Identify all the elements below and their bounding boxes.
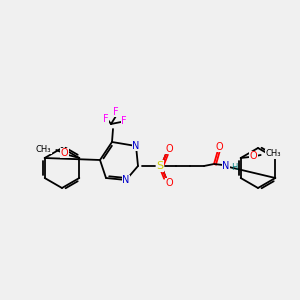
Text: CH₃: CH₃ <box>36 145 51 154</box>
Text: F: F <box>103 114 109 124</box>
Text: N: N <box>222 161 230 171</box>
Text: O: O <box>165 178 173 188</box>
Text: O: O <box>165 144 173 154</box>
Text: N: N <box>122 175 130 185</box>
Text: F: F <box>121 116 127 126</box>
Text: S: S <box>156 161 164 171</box>
Text: O: O <box>250 151 257 161</box>
Text: O: O <box>215 142 223 152</box>
Text: N: N <box>132 141 140 151</box>
Text: H: H <box>231 164 237 172</box>
Text: O: O <box>61 148 68 158</box>
Text: CH₃: CH₃ <box>266 149 281 158</box>
Text: F: F <box>113 107 119 117</box>
